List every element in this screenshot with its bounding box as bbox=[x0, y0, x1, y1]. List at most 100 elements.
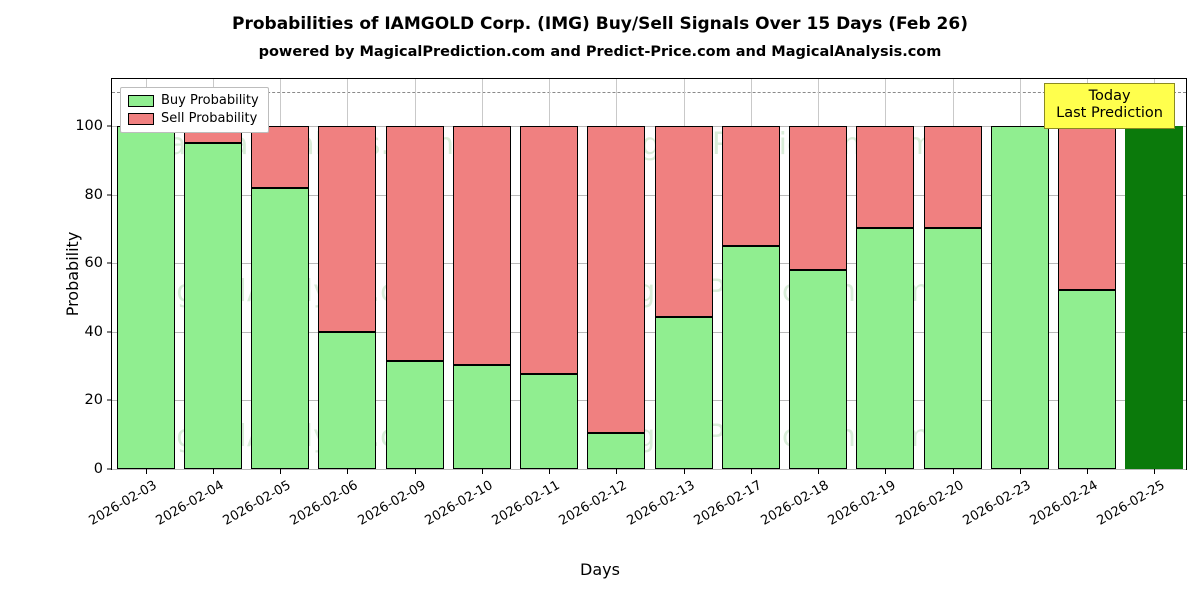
x-tick-label-2026-02-11: 2026-02-11 bbox=[489, 478, 563, 529]
bar-2026-02-13[interactable] bbox=[654, 126, 713, 469]
y-tick-label-100: 100 bbox=[75, 118, 103, 134]
gridline-y-80 bbox=[112, 194, 1186, 196]
legend-item-buy: Buy Probability bbox=[128, 93, 259, 108]
x-tick-label-2026-02-12: 2026-02-12 bbox=[556, 478, 630, 529]
x-tick-mark-2026-02-05 bbox=[280, 469, 282, 474]
x-tick-label-2026-02-19: 2026-02-19 bbox=[825, 478, 899, 529]
bar-segment-buy[interactable] bbox=[587, 432, 646, 469]
y-tick-label-60: 60 bbox=[84, 255, 103, 272]
bar-segment-buy[interactable] bbox=[116, 126, 175, 469]
bar-segment-sell[interactable] bbox=[520, 126, 579, 375]
legend-swatch-buy bbox=[128, 94, 154, 107]
bars-layer bbox=[112, 79, 1186, 469]
chart-title: Probabilities of IAMGOLD Corp. (IMG) Buy… bbox=[232, 14, 968, 34]
bar-segment-buy[interactable] bbox=[856, 228, 915, 469]
bar-segment-sell[interactable] bbox=[654, 126, 713, 318]
bar-2026-02-10[interactable] bbox=[452, 126, 511, 469]
bar-segment-buy[interactable] bbox=[789, 270, 848, 469]
legend-item-sell: Sell Probability bbox=[128, 111, 259, 126]
x-tick-label-2026-02-05: 2026-02-05 bbox=[220, 478, 294, 529]
x-tick-label-2026-02-18: 2026-02-18 bbox=[758, 478, 832, 529]
bar-2026-02-09[interactable] bbox=[385, 126, 444, 469]
y-tick-mark-40 bbox=[107, 331, 112, 333]
y-tick-mark-80 bbox=[107, 194, 112, 196]
bar-2026-02-17[interactable] bbox=[721, 126, 780, 469]
gridline-y-40 bbox=[112, 331, 1186, 333]
bar-segment-sell[interactable] bbox=[385, 126, 444, 361]
today-line-2: Last Prediction bbox=[1056, 105, 1163, 122]
bar-segment-buy[interactable] bbox=[251, 187, 310, 469]
bar-segment-sell[interactable] bbox=[856, 126, 915, 229]
x-tick-mark-2026-02-13 bbox=[683, 469, 685, 474]
y-tick-label-20: 20 bbox=[84, 392, 103, 409]
y-tick-mark-20 bbox=[107, 399, 112, 401]
bar-segment-buy[interactable] bbox=[1058, 289, 1117, 469]
bar-segment-sell[interactable] bbox=[452, 126, 511, 366]
bar-segment-buy[interactable] bbox=[654, 317, 713, 469]
x-tick-mark-2026-02-23 bbox=[1019, 469, 1021, 474]
chart-subtitle: powered by MagicalPrediction.com and Pre… bbox=[258, 44, 942, 60]
bar-segment-buy[interactable] bbox=[721, 246, 780, 469]
bar-2026-02-05[interactable] bbox=[251, 126, 310, 469]
gridline-y-20 bbox=[112, 400, 1186, 402]
x-tick-mark-2026-02-11 bbox=[549, 469, 551, 474]
bar-2026-02-25[interactable] bbox=[1125, 126, 1184, 469]
bar-segment-sell[interactable] bbox=[251, 126, 310, 188]
legend-label-sell: Sell Probability bbox=[161, 111, 258, 126]
bar-segment-buy[interactable] bbox=[520, 374, 579, 469]
x-tick-label-2026-02-24: 2026-02-24 bbox=[1027, 478, 1101, 529]
bar-2026-02-11[interactable] bbox=[520, 126, 579, 469]
bar-segment-buy[interactable] bbox=[385, 360, 444, 469]
bar-2026-02-03[interactable] bbox=[116, 126, 175, 469]
bar-2026-02-24[interactable] bbox=[1058, 126, 1117, 469]
x-tick-mark-2026-02-09 bbox=[414, 469, 416, 474]
bar-segment-sell[interactable] bbox=[721, 126, 780, 247]
x-tick-mark-2026-02-24 bbox=[1087, 469, 1089, 474]
x-tick-mark-2026-02-06 bbox=[347, 469, 349, 474]
gridline-y-60 bbox=[112, 263, 1186, 265]
x-tick-label-2026-02-09: 2026-02-09 bbox=[355, 478, 429, 529]
bar-2026-02-19[interactable] bbox=[856, 126, 915, 469]
y-tick-mark-60 bbox=[107, 262, 112, 264]
x-tick-mark-2026-02-19 bbox=[885, 469, 887, 474]
x-tick-label-2026-02-13: 2026-02-13 bbox=[624, 478, 698, 529]
x-tick-mark-2026-02-03 bbox=[145, 469, 147, 474]
bar-segment-sell[interactable] bbox=[789, 126, 848, 271]
bar-2026-02-18[interactable] bbox=[789, 126, 848, 469]
bar-segment-sell[interactable] bbox=[923, 126, 982, 229]
x-tick-mark-2026-02-25 bbox=[1154, 469, 1156, 474]
legend-label-buy: Buy Probability bbox=[161, 93, 259, 108]
bar-segment-buy[interactable] bbox=[990, 126, 1049, 469]
bar-segment-buy[interactable] bbox=[183, 143, 242, 469]
bar-2026-02-04[interactable] bbox=[183, 126, 242, 469]
bar-segment-buy[interactable] bbox=[923, 228, 982, 469]
y-tick-mark-0 bbox=[107, 468, 112, 470]
bar-2026-02-06[interactable] bbox=[318, 126, 377, 469]
x-tick-label-2026-02-04: 2026-02-04 bbox=[153, 478, 227, 529]
x-tick-mark-2026-02-20 bbox=[952, 469, 954, 474]
gridline-y-100 bbox=[112, 126, 1186, 127]
bar-segment-today[interactable] bbox=[1125, 126, 1184, 469]
bar-segment-sell[interactable] bbox=[318, 126, 377, 333]
x-tick-mark-2026-02-17 bbox=[750, 469, 752, 474]
bar-2026-02-20[interactable] bbox=[923, 126, 982, 469]
x-tick-mark-2026-02-04 bbox=[212, 469, 214, 474]
x-tick-label-2026-02-10: 2026-02-10 bbox=[422, 478, 496, 529]
x-tick-mark-2026-02-12 bbox=[616, 469, 618, 474]
bar-segment-sell[interactable] bbox=[1058, 126, 1117, 290]
today-line-1: Today bbox=[1088, 88, 1131, 104]
bar-2026-02-23[interactable] bbox=[990, 126, 1049, 469]
plot-area: MagicalAnalysis.comMagicalPrediction.com… bbox=[63, 78, 1187, 529]
chart-legend: Buy Probability Sell Probability bbox=[120, 87, 269, 133]
bar-segment-buy[interactable] bbox=[452, 365, 511, 469]
bar-segment-sell[interactable] bbox=[587, 126, 646, 433]
x-tick-label-2026-02-23: 2026-02-23 bbox=[960, 478, 1034, 529]
reference-line bbox=[112, 91, 1186, 93]
x-tick-label-2026-02-17: 2026-02-17 bbox=[691, 478, 765, 529]
today-annotation: Today Last Prediction bbox=[1044, 83, 1175, 129]
y-tick-label-40: 40 bbox=[84, 323, 103, 340]
bar-segment-buy[interactable] bbox=[318, 332, 377, 469]
x-tick-mark-2026-02-18 bbox=[818, 469, 820, 474]
bar-2026-02-12[interactable] bbox=[587, 126, 646, 469]
